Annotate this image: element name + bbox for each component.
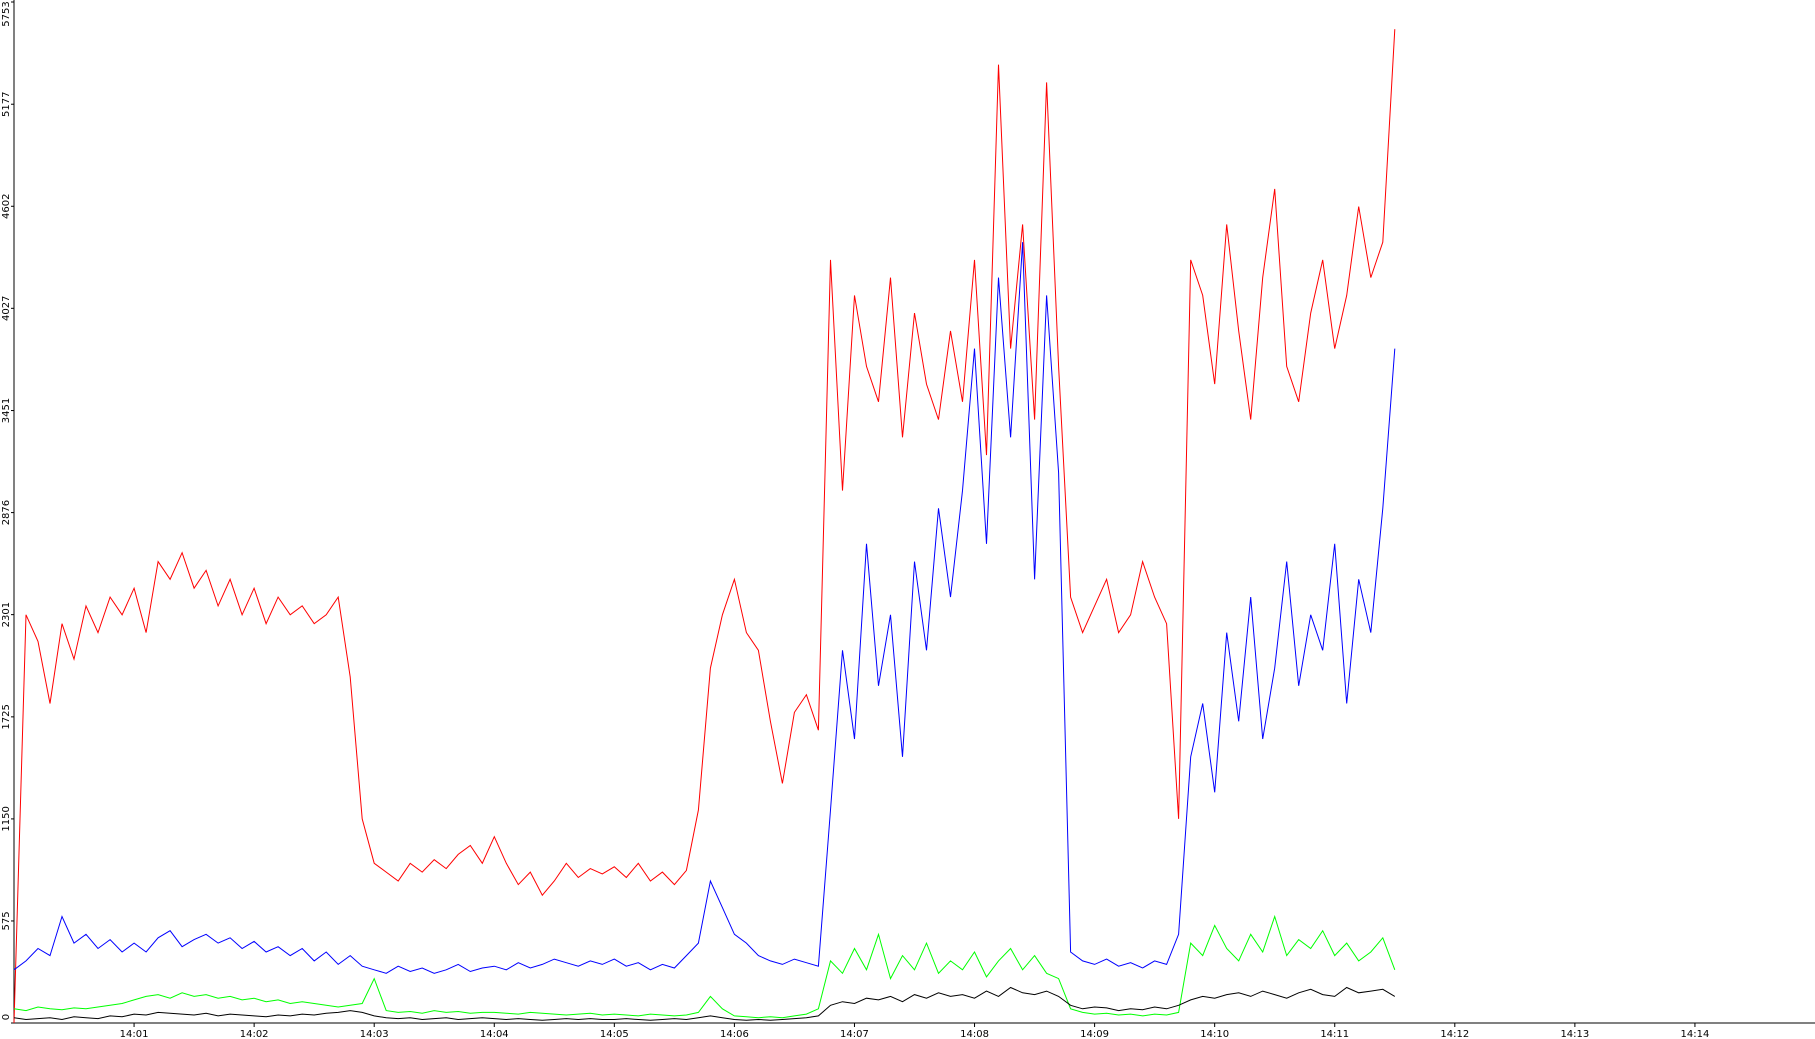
x-tick-label: 14:10 xyxy=(1200,1029,1229,1039)
y-tick-label: 4027 xyxy=(1,296,12,321)
x-tick-label: 14:12 xyxy=(1440,1029,1469,1039)
y-tick-label: 575 xyxy=(1,911,12,930)
y-tick-label: 3451 xyxy=(1,398,12,423)
x-tick-label: 14:08 xyxy=(960,1029,989,1039)
x-tick-label: 14:09 xyxy=(1080,1029,1109,1039)
series-line xyxy=(13,914,1396,1019)
y-tick-label: 2876 xyxy=(1,500,12,525)
x-tick-label: 14:01 xyxy=(120,1029,149,1039)
y-tick-label: 1725 xyxy=(1,704,12,729)
y-tick-label: 5753 xyxy=(1,1,12,26)
y-tick-label: 1150 xyxy=(1,806,12,831)
y-tick-label: 0 xyxy=(1,1014,12,1020)
series-line xyxy=(13,29,1396,1024)
y-tick-label: 5177 xyxy=(1,91,12,116)
series-line xyxy=(13,242,1396,974)
x-tick-label: 14:02 xyxy=(240,1029,269,1039)
x-tick-label: 14:05 xyxy=(600,1029,629,1039)
x-tick-label: 14:06 xyxy=(720,1029,749,1039)
x-tick-label: 14:14 xyxy=(1681,1029,1710,1039)
x-tick-label: 14:04 xyxy=(480,1029,509,1039)
x-tick-label: 14:11 xyxy=(1320,1029,1349,1039)
x-tick-label: 14:13 xyxy=(1560,1029,1589,1039)
series-line xyxy=(13,986,1396,1021)
y-tick-label: 2301 xyxy=(1,602,12,627)
x-tick-label: 14:03 xyxy=(360,1029,389,1039)
x-tick-label: 14:07 xyxy=(840,1029,869,1039)
y-tick-label: 4602 xyxy=(1,194,12,219)
